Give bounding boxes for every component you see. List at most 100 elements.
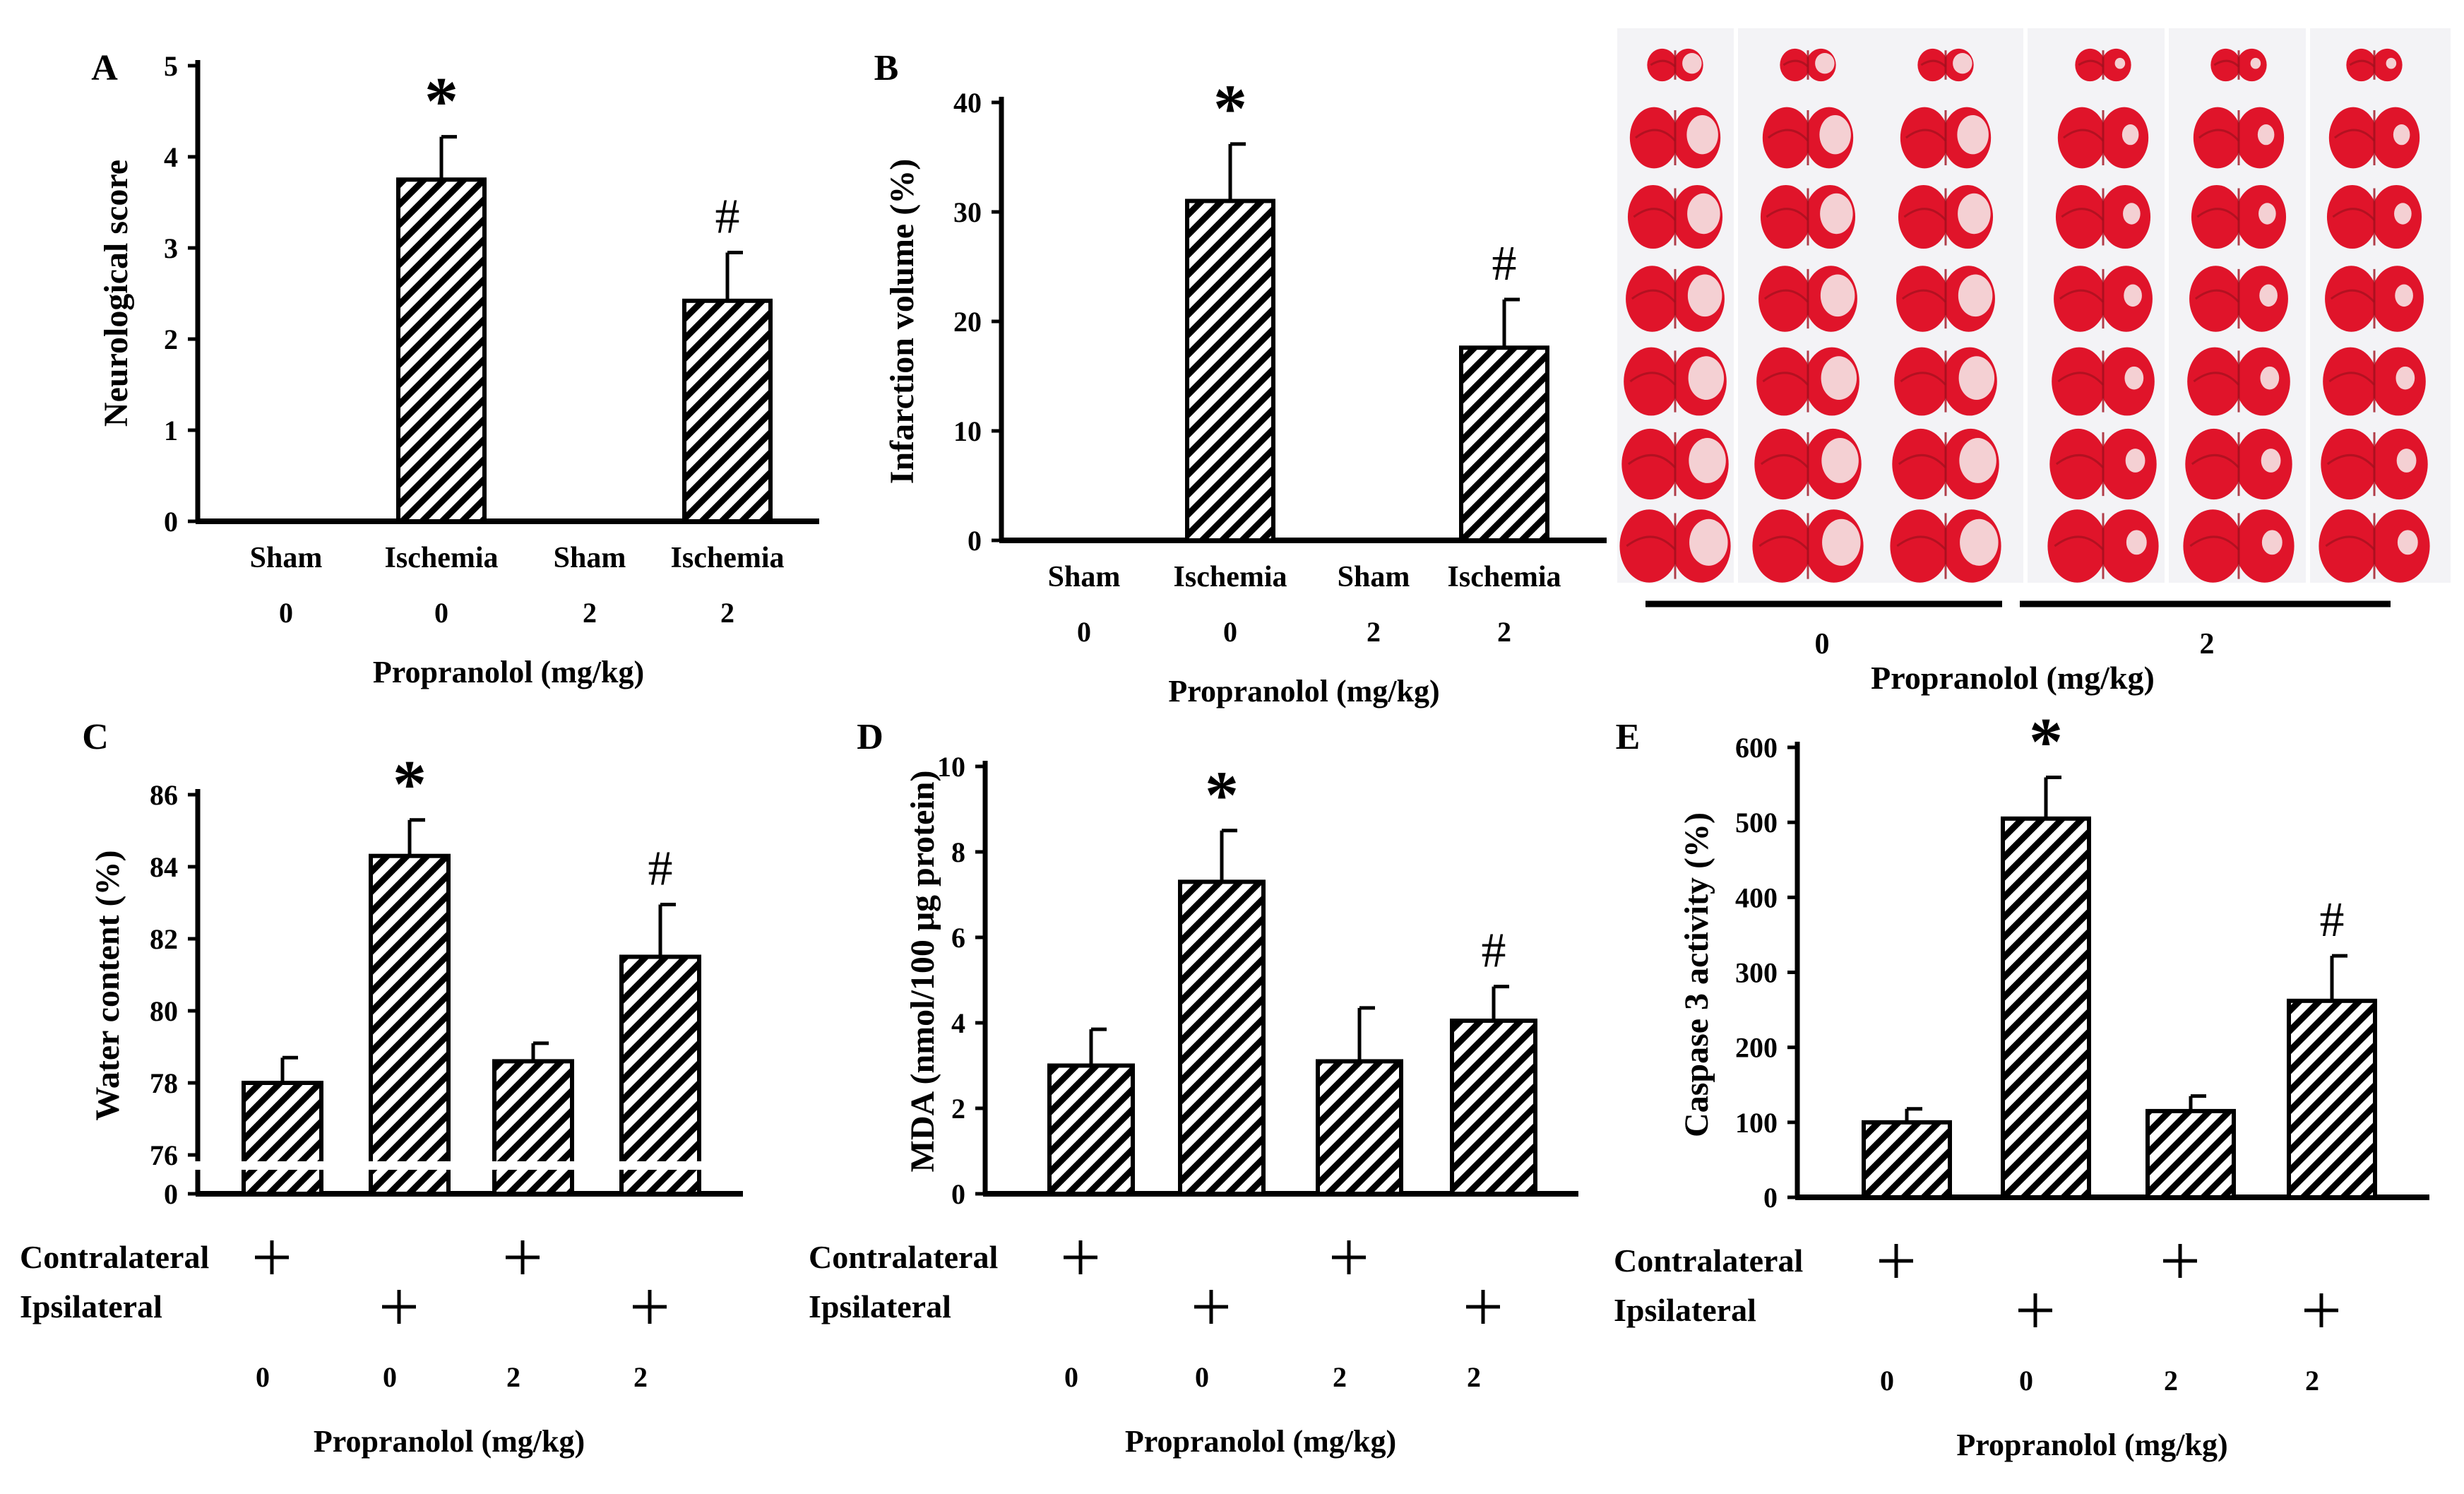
plus-mark-ipsilateral [1466, 1290, 1500, 1324]
plus-mark-contralateral [1332, 1240, 1366, 1274]
infarct-pale-area [1687, 274, 1722, 317]
panel-letter-B: B [874, 48, 899, 88]
brain-hemisphere-left [2185, 428, 2243, 500]
bar [2145, 1108, 2236, 1199]
significance-asterisk: * [1205, 757, 1239, 833]
panel-letter-A: A [91, 48, 118, 88]
tissue-detail-stroke [1901, 289, 1947, 303]
brain-hemisphere-left [1758, 266, 1811, 332]
brain-hemisphere-left [2319, 509, 2379, 583]
infarct-pale-area [1957, 115, 1989, 155]
x-dose-label: 0 [1880, 1365, 1894, 1397]
y-tick-label: 82 [150, 923, 178, 955]
infarct-pale-area [2397, 530, 2418, 555]
brain-hemisphere-left [2052, 347, 2107, 416]
tissue-detail-stroke [1766, 208, 1809, 221]
tissue-detail-stroke [2326, 453, 2376, 469]
y-tick-label: 2 [164, 324, 178, 355]
tissue-detail-stroke [2330, 289, 2376, 303]
brain-hemisphere-left [2193, 107, 2242, 169]
y-tick-label: 200 [1735, 1032, 1778, 1064]
brain-section [2321, 428, 2428, 500]
x-axis-title: Propranolol (mg/kg) [1168, 674, 1439, 709]
significance-hash: # [648, 842, 673, 896]
tissue-detail-stroke [1633, 208, 1677, 221]
infarct-pale-area [1819, 115, 1851, 155]
tissue-detail-stroke [2328, 372, 2376, 386]
tissue-detail-stroke [1920, 59, 1947, 68]
brain-hemisphere-left [1917, 48, 1948, 82]
brain-hemisphere-left [2075, 48, 2105, 82]
brain-hemisphere-left [1624, 347, 1679, 416]
brain-section [1780, 48, 1836, 82]
brain-section [2052, 347, 2155, 416]
infarct-pale-area [1959, 438, 1996, 483]
brain-hemisphere-left [2183, 509, 2243, 583]
brain-section [1621, 428, 1729, 500]
plus-mark-ipsilateral [2018, 1293, 2052, 1327]
brain-section [1917, 48, 1974, 82]
infarct-pale-area [2395, 284, 2413, 307]
brain-hemisphere-left [1762, 107, 1811, 169]
row-label-contralateral: Contralateral [20, 1239, 209, 1275]
tissue-detail-stroke [1650, 59, 1677, 68]
tissue-detail-stroke [1898, 453, 1947, 469]
photo-dose-label-2: 2 [2200, 628, 2215, 660]
tissue-detail-stroke [1763, 289, 1809, 303]
brain-section [2319, 509, 2430, 583]
brain-section [1627, 184, 1723, 249]
tissue-detail-stroke [1905, 129, 1947, 142]
infarct-pale-area [1689, 518, 1728, 566]
photo-column-gap [1734, 28, 1738, 583]
y-tick-label: 84 [150, 851, 178, 883]
infarct-pale-area [2126, 530, 2147, 555]
significance-hash: # [2320, 893, 2345, 947]
brain-hemisphere-left [2191, 184, 2242, 249]
bar [492, 1059, 574, 1197]
plus-mark-contralateral [1064, 1240, 1097, 1274]
significance-hash: # [1482, 924, 1506, 978]
bar [1316, 1059, 1403, 1196]
tissue-detail-stroke [2078, 59, 2105, 68]
infarct-pale-area [2125, 449, 2145, 473]
brain-hemisphere-left [1627, 184, 1679, 249]
x-dose-label: 2 [1333, 1361, 1347, 1393]
y-tick-label: 5 [164, 50, 178, 82]
brain-section [1626, 266, 1725, 332]
tissue-detail-stroke [1629, 372, 1677, 386]
y-tick-label: 76 [150, 1139, 178, 1171]
brain-hemisphere-left [1898, 184, 1949, 249]
brain-hemisphere-left [2328, 107, 2378, 169]
infarct-pale-area [2257, 124, 2275, 146]
brain-section [1898, 184, 1994, 249]
infarct-pale-area [2259, 284, 2278, 307]
brain-section [1629, 107, 1721, 169]
tissue-detail-stroke [1758, 535, 1809, 551]
x-axis-title: Propranolol (mg/kg) [1125, 1424, 1396, 1459]
brain-section [2183, 509, 2295, 583]
brain-section [1760, 184, 1856, 249]
bar [242, 1081, 323, 1196]
bar [1178, 879, 1266, 1196]
y-tick-label: 0 [951, 1178, 965, 1210]
y-tick-label: 10 [953, 415, 982, 447]
brain-section [2326, 184, 2422, 249]
brain-hemisphere-left [1780, 48, 1810, 82]
brain-section [2323, 347, 2426, 416]
x-category-label: Ischemia [671, 542, 785, 574]
panel-letter-D: D [857, 717, 883, 757]
brain-hemisphere-left [1621, 428, 1679, 500]
brain-hemisphere-left [2326, 184, 2378, 249]
infarct-pale-area [1821, 438, 1859, 483]
x-dose-label: 0 [279, 597, 293, 629]
panel-letter-C: C [82, 717, 109, 757]
brain-hemisphere-left [2057, 107, 2107, 169]
y-axis-label: Infarction volume (%) [883, 159, 921, 484]
brain-hemisphere-left [2325, 266, 2378, 332]
x-dose-label: 2 [1367, 616, 1381, 648]
x-category-label: Sham [1338, 561, 1410, 593]
brain-section [1619, 509, 1731, 583]
bar [1862, 1120, 1952, 1200]
brain-section [2047, 509, 2159, 583]
